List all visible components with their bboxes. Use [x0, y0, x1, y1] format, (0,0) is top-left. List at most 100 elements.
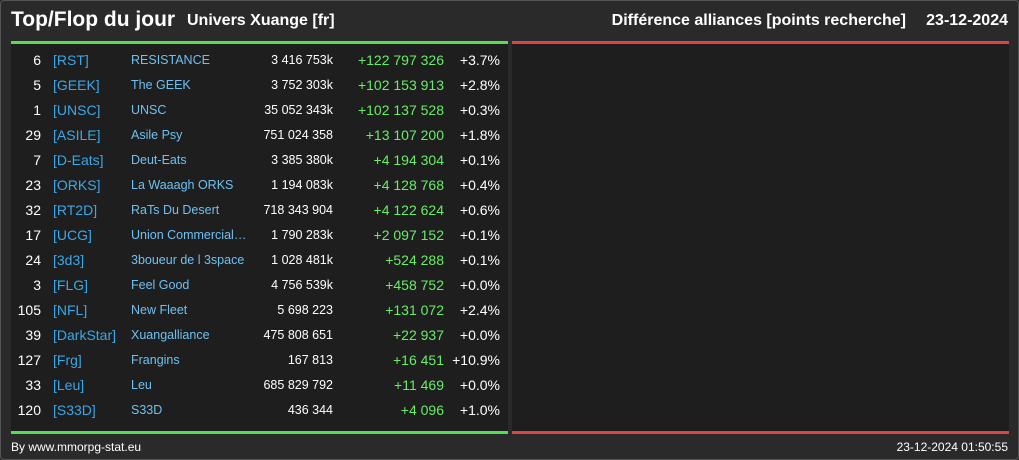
alliance-rank: 7	[33, 152, 41, 168]
alliance-rank: 6	[33, 52, 41, 68]
alliance-points: 5 698 223	[277, 303, 333, 317]
alliance-points: 1 028 481k	[271, 253, 333, 267]
alliance-tag[interactable]: [3d3]	[53, 252, 85, 268]
alliance-tag[interactable]: [ORKS]	[53, 177, 101, 193]
alliance-points: 3 385 380k	[271, 153, 333, 167]
alliance-name[interactable]: RaTs Du Desert	[131, 203, 220, 217]
percent-change: +0.4%	[459, 177, 500, 193]
alliance-name[interactable]: Xuangalliance	[131, 328, 210, 342]
points-difference: +102 153 913	[357, 77, 444, 93]
alliance-points: 475 808 651	[263, 328, 333, 342]
alliance-tag[interactable]: [DarkStar]	[53, 327, 117, 343]
alliance-tag[interactable]: [FLG]	[53, 277, 89, 293]
alliance-rank: 5	[33, 77, 41, 93]
list-item: 127 [Frg] Frangins 167 813 +16 451 +10.9%	[11, 348, 508, 373]
alliance-points: 436 344	[287, 403, 333, 417]
alliance-tag[interactable]: [RST]	[53, 52, 89, 68]
alliance-tag[interactable]: [NFL]	[53, 302, 88, 318]
alliance-name[interactable]: La Waaagh ORKS	[131, 178, 234, 192]
points-difference: +4 122 624	[373, 202, 444, 218]
percent-change: +2.8%	[459, 77, 500, 93]
points-difference: +102 137 528	[357, 102, 444, 118]
percent-change: +2.4%	[459, 302, 500, 318]
alliance-rank: 33	[25, 377, 41, 393]
alliance-rank: 17	[25, 227, 41, 243]
percent-change: +3.7%	[459, 52, 500, 68]
alliance-name[interactable]: New Fleet	[131, 303, 188, 317]
alliance-points: 3 416 753k	[271, 53, 333, 67]
alliance-tag[interactable]: [S33D]	[53, 402, 96, 418]
list-item: 3 [FLG] Feel Good 4 756 539k +458 752 +0.0%	[11, 273, 508, 298]
generated-timestamp: 23-12-2024 01:50:55	[896, 440, 1008, 454]
alliance-tag[interactable]: [GEEK]	[53, 77, 100, 93]
alliance-tag[interactable]: [Leu]	[53, 377, 85, 393]
credit-link[interactable]: By www.mmorpg-stat.eu	[11, 440, 142, 454]
list-item: 23 [ORKS] La Waaagh ORKS 1 194 083k +4 128 7…	[11, 173, 508, 198]
percent-change: +0.0%	[459, 327, 500, 343]
alliance-name[interactable]: RESISTANCE	[131, 53, 210, 67]
points-difference: +11 469	[394, 377, 444, 393]
alliance-name[interactable]: 3boueur de l 3space	[131, 253, 245, 267]
list-item: 32 [RT2D] RaTs Du Desert 718 343 904 +4 122 …	[11, 198, 508, 223]
alliance-rank: 39	[25, 327, 41, 343]
alliance-points: 718 343 904	[263, 203, 333, 217]
alliance-rank: 29	[25, 127, 41, 143]
alliance-points: 3 752 303k	[271, 78, 333, 92]
points-difference: +4 128 768	[373, 177, 444, 193]
list-item: 5 [GEEK] The GEEK 3 752 303k +102 153 913 +2.…	[11, 73, 508, 98]
alliance-tag[interactable]: [UNSC]	[53, 102, 101, 118]
alliance-rank: 3	[33, 277, 41, 293]
percent-change: +0.3%	[459, 102, 500, 118]
alliance-name[interactable]: Leu	[131, 378, 152, 392]
top-list: 6 [RST] RESISTANCE 3 416 753k +122 797 326 +3…	[11, 48, 508, 423]
points-difference: +4 194 304	[373, 152, 444, 168]
points-difference: +131 072	[385, 302, 444, 318]
flop-panel-accent-bottom	[512, 431, 1009, 434]
alliance-name[interactable]: Feel Good	[131, 278, 190, 292]
alliance-rank: 23	[25, 177, 41, 193]
alliance-rank: 24	[25, 252, 41, 268]
points-difference: +524 288	[385, 252, 444, 268]
top-panel-accent-top	[11, 41, 508, 44]
alliance-rank: 127	[17, 352, 41, 368]
points-difference: +458 752	[385, 277, 444, 293]
alliance-points: 751 024 358	[263, 128, 333, 142]
alliance-name[interactable]: Union Commerciale…	[131, 228, 253, 242]
alliance-points: 1 194 083k	[271, 178, 333, 192]
alliance-name[interactable]: UNSC	[131, 103, 167, 117]
alliance-tag[interactable]: [RT2D]	[53, 202, 98, 218]
list-item: 33 [Leu] Leu 685 829 792 +11 469 +0.0%	[11, 373, 508, 398]
date-label: 23-12-2024	[926, 12, 1008, 29]
alliance-points: 35 052 343k	[264, 103, 333, 117]
alliance-rank: 1	[33, 102, 41, 118]
list-item: 29 [ASILE] Asile Psy 751 024 358 +13 107 200…	[11, 123, 508, 148]
alliance-points: 1 790 283k	[271, 228, 333, 242]
points-difference: +4 096	[400, 402, 444, 418]
header: Top/Flop du jour Univers Xuange [fr] Dif…	[1, 1, 1018, 41]
top-panel-accent-bottom	[11, 431, 508, 434]
alliance-name[interactable]: Asile Psy	[131, 128, 183, 142]
percent-change: +10.9%	[452, 352, 500, 368]
alliance-rank: 120	[17, 402, 41, 418]
list-item: 17 [UCG] Union Commerciale… 1 790 283k +2 09…	[11, 223, 508, 248]
alliance-rank: 105	[17, 302, 41, 318]
points-difference: +122 797 326	[357, 52, 444, 68]
alliance-tag[interactable]: [ASILE]	[53, 127, 101, 143]
alliance-tag[interactable]: [UCG]	[53, 227, 92, 243]
ranking-type-label: Différence alliances [points recherche]	[611, 12, 906, 29]
alliance-points: 4 756 539k	[271, 278, 333, 292]
percent-change: +0.1%	[459, 252, 500, 268]
alliance-name[interactable]: Frangins	[131, 353, 180, 367]
alliance-name[interactable]: S33D	[131, 403, 163, 417]
percent-change: +1.0%	[459, 402, 500, 418]
list-item: 1 [UNSC] UNSC 35 052 343k +102 137 528 +0.3%	[11, 98, 508, 123]
alliance-name[interactable]: The GEEK	[131, 78, 191, 92]
page-title: Top/Flop du jour	[11, 8, 176, 31]
alliance-tag[interactable]: [D-Eats]	[53, 152, 104, 168]
alliance-name[interactable]: Deut-Eats	[131, 153, 187, 167]
list-item: 24 [3d3] 3boueur de l 3space 1 028 481k +524…	[11, 248, 508, 273]
list-item: 120 [S33D] S33D 436 344 +4 096 +1.0%	[11, 398, 508, 423]
alliance-tag[interactable]: [Frg]	[53, 352, 82, 368]
percent-change: +0.1%	[459, 227, 500, 243]
